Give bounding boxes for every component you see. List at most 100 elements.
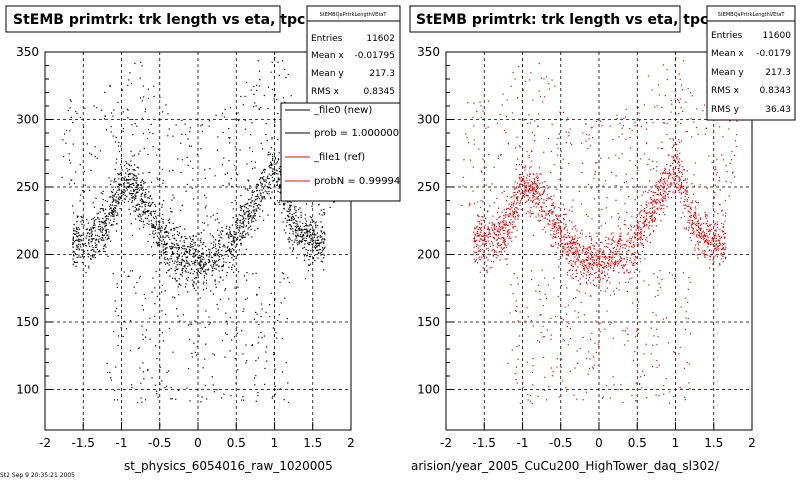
scatter-point — [83, 250, 85, 253]
scatter-point — [499, 229, 501, 232]
scatter-point — [131, 186, 133, 189]
scatter-point — [599, 216, 601, 218]
scatter-point — [132, 176, 134, 179]
scatter-point — [151, 255, 154, 257]
scatter-point — [512, 213, 514, 215]
scatter-point — [251, 217, 253, 219]
scatter-point — [597, 257, 599, 259]
scatter-point — [555, 243, 557, 245]
scatter-point — [625, 173, 627, 175]
scatter-point — [72, 236, 75, 238]
scatter-point — [136, 166, 138, 168]
scatter-point — [102, 239, 104, 241]
scatter-point — [301, 229, 303, 231]
scatter-point — [524, 80, 526, 82]
scatter-point — [158, 225, 160, 227]
scatter-point — [496, 229, 498, 231]
scatter-point — [654, 211, 656, 213]
scatter-point — [736, 120, 738, 122]
scatter-point — [580, 261, 582, 264]
scatter-point — [534, 181, 536, 183]
scatter-point — [287, 382, 289, 384]
scatter-point — [485, 127, 487, 129]
scatter-point — [199, 264, 202, 267]
scatter-point — [248, 222, 250, 225]
scatter-point — [188, 251, 190, 253]
scatter-point — [218, 259, 220, 261]
scatter-point — [247, 208, 249, 210]
scatter-point — [314, 242, 316, 244]
scatter-point — [528, 175, 531, 177]
scatter-point — [622, 125, 625, 127]
scatter-point — [109, 85, 111, 87]
scatter-point — [90, 238, 93, 240]
scatter-point — [591, 263, 594, 266]
scatter-point — [236, 225, 239, 227]
scatter-point — [77, 243, 80, 246]
scatter-point — [655, 314, 657, 316]
scatter-point — [142, 132, 145, 135]
scatter-point — [164, 247, 166, 249]
scatter-point — [673, 144, 675, 146]
scatter-point — [257, 357, 260, 359]
scatter-point — [306, 235, 308, 237]
scatter-point — [306, 228, 308, 230]
scatter-point — [694, 249, 696, 251]
scatter-point — [76, 215, 78, 217]
scatter-point — [165, 247, 167, 249]
scatter-point — [634, 121, 636, 123]
scatter-point — [187, 164, 189, 166]
scatter-point — [139, 187, 141, 189]
scatter-point — [233, 240, 235, 242]
scatter-point — [587, 262, 589, 264]
scatter-point — [597, 256, 599, 258]
scatter-point — [243, 253, 246, 255]
scatter-point — [96, 244, 98, 246]
scatter-point — [123, 198, 125, 200]
scatter-point — [158, 244, 160, 246]
scatter-point — [498, 245, 500, 247]
scatter-point — [618, 136, 620, 138]
scatter-point — [642, 222, 644, 224]
scatter-point — [694, 224, 697, 226]
scatter-point — [69, 107, 71, 109]
scatter-point — [76, 227, 78, 229]
scatter-point — [93, 249, 95, 251]
scatter-point — [255, 272, 257, 274]
scatter-point — [637, 221, 639, 223]
scatter-point — [554, 206, 556, 208]
scatter-point — [264, 171, 266, 173]
scatter-point — [501, 248, 504, 250]
scatter-point — [605, 207, 608, 209]
scatter-point — [709, 256, 711, 258]
scatter-point — [256, 210, 258, 212]
scatter-point — [300, 240, 302, 243]
scatter-point — [266, 140, 268, 142]
scatter-point — [292, 219, 295, 221]
scatter-point — [157, 228, 159, 230]
scatter-point — [488, 222, 490, 224]
scatter-point — [274, 158, 276, 160]
scatter-point — [486, 228, 488, 230]
scatter-point — [542, 325, 544, 327]
scatter-point — [177, 268, 179, 270]
scatter-point — [162, 246, 164, 248]
scatter-point — [253, 211, 255, 213]
scatter-point — [515, 236, 517, 238]
scatter-point — [139, 205, 141, 208]
scatter-point — [247, 228, 249, 230]
scatter-point — [126, 167, 128, 170]
scatter-point — [690, 214, 692, 217]
scatter-point — [684, 399, 686, 401]
scatter-point — [203, 229, 205, 231]
scatter-point — [530, 270, 533, 272]
scatter-point — [730, 181, 732, 184]
scatter-point — [180, 237, 183, 239]
scatter-point — [716, 159, 718, 161]
scatter-point — [513, 212, 516, 214]
scatter-point — [643, 353, 645, 355]
scatter-point — [221, 237, 223, 239]
scatter-point — [493, 228, 496, 230]
scatter-point — [257, 184, 260, 186]
scatter-point — [284, 217, 286, 220]
